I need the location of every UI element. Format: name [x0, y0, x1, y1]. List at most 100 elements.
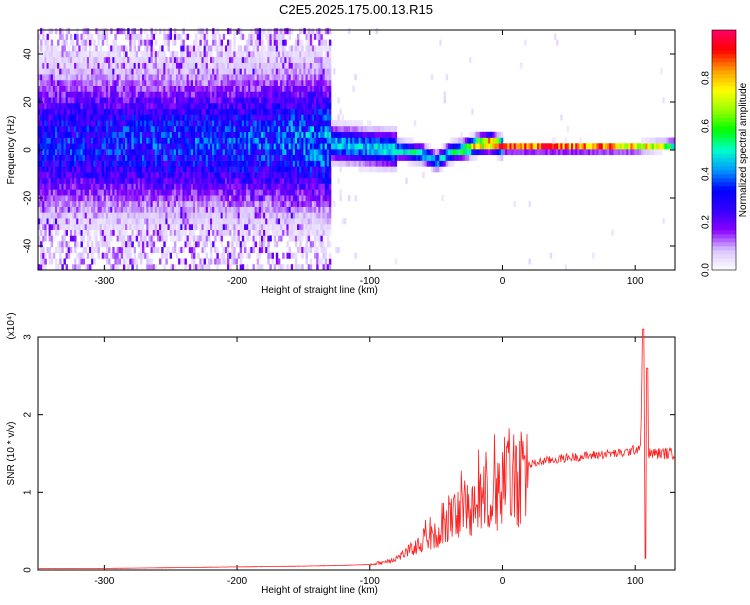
heatmap-cell: [65, 195, 69, 202]
heatmap-cell: [218, 189, 221, 196]
heatmap-cell: [163, 212, 166, 219]
heatmap-cell: [59, 143, 62, 150]
heatmap-cell: [120, 120, 124, 127]
heatmap-cell: [288, 97, 292, 104]
heatmap-cell: [122, 79, 126, 86]
heatmap-cell: [131, 126, 134, 133]
heatmap-cell: [207, 149, 211, 156]
heatmap-cell: [207, 68, 211, 75]
heatmap-cell: [216, 189, 219, 196]
heatmap-cell: [105, 229, 109, 236]
heatmap-cell: [176, 252, 179, 259]
heatmap-cell: [76, 120, 79, 127]
heatmap-cell: [78, 45, 81, 52]
heatmap-cell: [84, 154, 88, 161]
heatmap-cell: [127, 189, 130, 196]
heatmap-cell: [99, 85, 103, 92]
heatmap-cell: [261, 172, 264, 179]
heatmap-cell: [305, 33, 308, 40]
heatmap-cell: [46, 149, 49, 156]
heatmap-cell: [250, 172, 253, 179]
heatmap-cell: [197, 137, 200, 144]
heatmap-cell: [307, 183, 311, 190]
heatmap-cell: [195, 200, 198, 207]
heatmap-cell: [294, 160, 298, 167]
heatmap-cell: [301, 137, 304, 144]
heatmap-cell: [182, 108, 185, 115]
heatmap-cell: [46, 74, 49, 81]
heatmap-cell: [110, 223, 113, 230]
heatmap-cell: [148, 143, 151, 150]
heatmap-cell: [184, 183, 187, 190]
heatmap-cell: [252, 97, 255, 104]
heatmap-cell: [99, 218, 103, 225]
heatmap-cell: [309, 79, 313, 86]
heatmap-cell: [256, 258, 260, 265]
heatmap-cell: [154, 97, 158, 104]
heatmap-cell: [205, 108, 209, 115]
heatmap-cell: [186, 206, 190, 213]
heatmap-cell: [184, 79, 187, 86]
heatmap-cell: [307, 56, 311, 63]
heatmap-cell: [137, 74, 141, 81]
heatmap-cell: [99, 143, 103, 150]
heatmap-cell: [50, 160, 54, 167]
heatmap-cell: [76, 62, 79, 69]
heatmap-cell: [275, 160, 279, 167]
heatmap-cell: [38, 108, 41, 115]
heatmap-cell: [135, 108, 139, 115]
heatmap-cell: [297, 62, 300, 69]
heatmap-cell: [82, 206, 86, 213]
heatmap-cell: [152, 229, 156, 236]
heatmap-cell: [263, 189, 266, 196]
heatmap-cell: [42, 223, 45, 230]
heatmap-cell: [252, 160, 255, 167]
heatmap-cell: [261, 126, 264, 133]
heatmap-cell: [146, 200, 149, 207]
heatmap-cell: [154, 91, 158, 98]
heatmap-cell: [152, 189, 156, 196]
heatmap-cell: [212, 79, 215, 86]
heatmap-cell: [80, 68, 83, 75]
heatmap-cell: [120, 160, 124, 167]
heatmap-cell: [271, 252, 275, 259]
heatmap-cell: [69, 206, 73, 213]
heatmap-cell: [42, 143, 45, 150]
heatmap-cell: [222, 252, 226, 259]
heatmap-cell: [40, 126, 43, 133]
heatmap-cell: [271, 189, 275, 196]
heatmap-cell: [159, 154, 162, 161]
heatmap-cell: [216, 195, 219, 202]
heatmap-cell: [76, 183, 79, 190]
heatmap-cell: [80, 235, 83, 242]
heatmap-cell: [171, 154, 175, 161]
heatmap-cell: [241, 183, 245, 190]
heatmap-cell: [263, 160, 266, 167]
heatmap-cell: [199, 103, 202, 110]
heatmap-cell: [93, 91, 96, 98]
heatmap-cell: [169, 74, 173, 81]
heatmap-cell: [186, 154, 190, 161]
heatmap-cell: [190, 85, 194, 92]
heatmap-cell: [256, 74, 260, 81]
heatmap-cell: [218, 62, 221, 69]
heatmap-cell: [159, 74, 162, 81]
heatmap-cell: [176, 74, 179, 81]
heatmap-cell: [137, 189, 141, 196]
heatmap-cell: [277, 206, 281, 213]
heatmap-cell: [74, 62, 77, 69]
heatmap-cell: [91, 149, 94, 156]
heatmap-cell: [207, 195, 211, 202]
heatmap-cell: [142, 91, 145, 98]
heatmap-cell: [252, 241, 255, 248]
heatmap-cell: [161, 235, 164, 242]
heatmap-cell: [176, 235, 179, 242]
heatmap-cell: [101, 183, 105, 190]
heatmap-cell: [188, 218, 192, 225]
heatmap-cell: [91, 51, 94, 58]
heatmap-cell: [241, 56, 245, 63]
heatmap-cell: [188, 189, 192, 196]
heatmap-cell: [129, 241, 132, 248]
heatmap-cell: [99, 212, 103, 219]
heatmap-cell: [195, 154, 198, 161]
